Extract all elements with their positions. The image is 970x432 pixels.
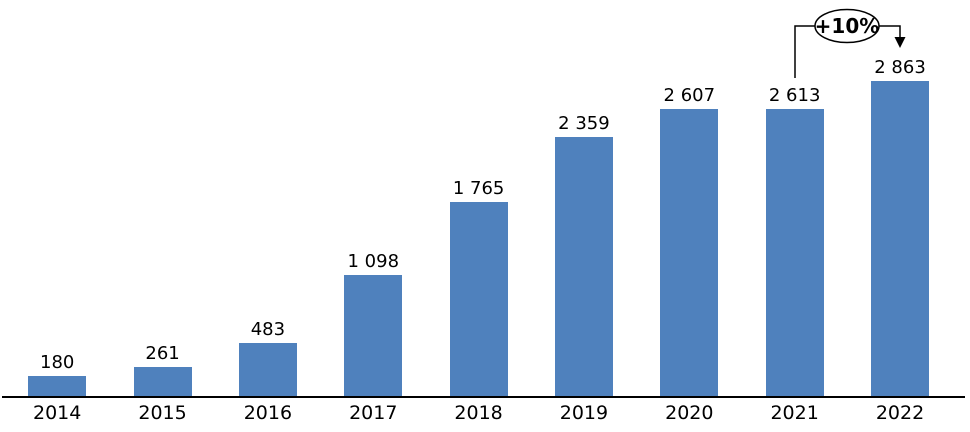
x-tick-label-2016: 2016 [243,402,293,424]
value-label-2021: 2 613 [768,85,821,106]
bar-2015 [133,367,192,396]
x-tick-label-2022: 2022 [875,402,925,424]
x-tick-label-2021: 2021 [770,402,819,424]
value-label-2015: 261 [145,343,180,364]
bar-2022 [871,81,929,396]
bar-2017 [344,275,403,396]
bar-2018 [449,202,508,396]
value-label-2014: 180 [40,352,75,373]
bar-2016 [238,343,297,396]
value-label-2017: 1 098 [347,251,400,272]
x-tick-label-2015: 2015 [138,402,187,424]
value-label-2020: 2 607 [663,85,716,106]
x-tick-label-2020: 2020 [665,402,714,424]
value-label-2019: 2 359 [558,113,610,134]
x-axis-line [2,396,965,398]
x-tick-label-2018: 2018 [454,402,503,424]
value-label-2018: 1 765 [452,178,505,199]
x-tick-label-2019: 2019 [559,402,609,424]
bar-2021 [765,109,824,396]
bar-2020 [660,109,719,396]
bar-2019 [554,137,613,396]
x-tick-label-2014: 2014 [33,402,82,424]
value-label-2016: 483 [250,319,286,340]
x-tick-label-2017: 2017 [349,402,398,424]
bar-2014 [28,376,87,396]
